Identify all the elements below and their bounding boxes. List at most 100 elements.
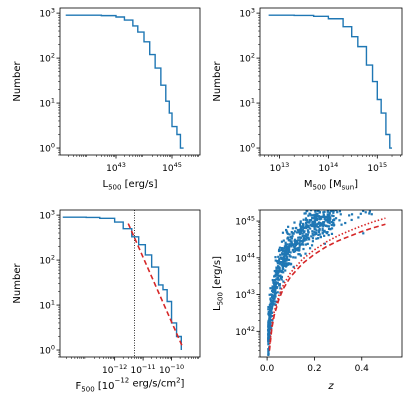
x-tick-label: 1043 bbox=[106, 161, 126, 174]
scatter-point bbox=[271, 319, 274, 322]
scatter-point bbox=[295, 231, 298, 234]
x-tick-label: 1014 bbox=[319, 161, 339, 174]
scatter-point bbox=[282, 263, 285, 266]
scatter-point bbox=[271, 304, 274, 307]
scatter-point bbox=[327, 225, 330, 228]
scatter-point bbox=[298, 232, 302, 236]
scatter-point bbox=[294, 226, 297, 230]
scatter-point bbox=[305, 238, 308, 241]
scatter-point bbox=[293, 221, 296, 224]
scatter-point bbox=[292, 256, 295, 259]
scatter-point bbox=[313, 233, 316, 236]
scatter-point bbox=[317, 210, 320, 213]
scatter-point bbox=[332, 222, 335, 226]
scatter-point bbox=[273, 275, 276, 278]
scatter-point bbox=[311, 222, 314, 225]
scatter-point bbox=[286, 258, 289, 261]
scatter-point bbox=[301, 240, 304, 243]
scatter-point bbox=[328, 215, 331, 218]
scatter-point bbox=[297, 253, 300, 256]
scatter-point bbox=[317, 237, 320, 240]
scatter-point bbox=[318, 228, 321, 232]
scatter-point bbox=[315, 237, 318, 240]
scatter-point bbox=[304, 225, 308, 228]
scatter-point bbox=[273, 278, 277, 282]
scatter-point bbox=[281, 253, 284, 256]
scatter-point bbox=[322, 223, 325, 226]
fit-dashed-line bbox=[268, 223, 386, 351]
scatter-point bbox=[327, 217, 330, 220]
scatter-point bbox=[291, 231, 294, 235]
scatter-point bbox=[274, 291, 277, 294]
scatter-point bbox=[279, 249, 282, 252]
scatter-point bbox=[330, 223, 333, 227]
scatter-point bbox=[309, 212, 312, 216]
scatter-point bbox=[325, 218, 328, 221]
plot-area bbox=[268, 14, 393, 149]
scatter-point bbox=[350, 213, 354, 216]
scatter-point bbox=[277, 265, 280, 268]
scatter-point bbox=[276, 286, 279, 289]
scatter-point bbox=[331, 210, 334, 212]
y-tick-label: 101 bbox=[39, 299, 55, 312]
scatter-point bbox=[296, 241, 299, 245]
scatter-point bbox=[274, 281, 278, 284]
scatter-point bbox=[298, 244, 301, 247]
x-tick-label: 10−12 bbox=[102, 363, 127, 376]
scatter-point bbox=[270, 327, 273, 330]
scatter-point bbox=[326, 210, 329, 213]
y-tick-label: 102 bbox=[239, 52, 255, 65]
scatter-point bbox=[317, 225, 320, 229]
x-axis-label: L500 [erg/s] bbox=[103, 179, 158, 192]
scatter-point bbox=[318, 233, 321, 236]
x-tick-label: 10−11 bbox=[131, 363, 156, 376]
scatter-point bbox=[292, 265, 295, 268]
scatter-point bbox=[329, 216, 332, 220]
scatter-point bbox=[311, 237, 315, 240]
plot-area bbox=[65, 14, 184, 149]
scatter-point bbox=[285, 259, 288, 262]
y-tick-label: 102 bbox=[39, 52, 55, 65]
scatter-point bbox=[317, 215, 320, 218]
scatter-point bbox=[284, 262, 287, 265]
scatter-point bbox=[332, 224, 335, 227]
scatter-point bbox=[321, 227, 324, 230]
scatter-point bbox=[284, 269, 287, 272]
y-axis-label: Number bbox=[12, 61, 23, 102]
scatter-point bbox=[269, 325, 272, 328]
scatter-point bbox=[306, 236, 309, 239]
scatter-point bbox=[269, 315, 272, 318]
scatter-point bbox=[267, 311, 270, 314]
scatter-point bbox=[312, 221, 315, 224]
scatter-point bbox=[329, 210, 332, 212]
scatter-point bbox=[318, 224, 321, 227]
scatter-point bbox=[297, 247, 300, 250]
scatter-point bbox=[313, 226, 316, 229]
scatter-point bbox=[301, 228, 304, 232]
scatter-point bbox=[293, 243, 296, 246]
scatter-point bbox=[290, 245, 293, 248]
scatter-point bbox=[268, 331, 271, 334]
scatter-point bbox=[283, 249, 286, 253]
scatter-point bbox=[270, 314, 273, 318]
scatter-point bbox=[279, 277, 283, 280]
scatter-point bbox=[307, 231, 310, 234]
y-axis-label: L500 [erg/s] bbox=[212, 256, 225, 311]
scatter-point bbox=[310, 244, 314, 247]
scatter-point bbox=[304, 237, 307, 240]
scatter-point bbox=[357, 216, 360, 219]
scatter-point bbox=[322, 224, 325, 228]
scatter-point bbox=[307, 236, 310, 239]
scatter-point bbox=[323, 242, 326, 245]
scatter-point bbox=[322, 221, 326, 224]
scatter-point bbox=[278, 274, 281, 278]
scatter-point bbox=[285, 256, 289, 259]
scatter-point bbox=[313, 220, 316, 223]
y-tick-label: 103 bbox=[39, 209, 55, 222]
scatter-point bbox=[298, 236, 301, 239]
scatter-point bbox=[285, 250, 288, 253]
scatter-point bbox=[310, 214, 313, 217]
scatter-point bbox=[287, 248, 291, 251]
axes-frame bbox=[59, 7, 201, 156]
scatter-point bbox=[317, 233, 320, 236]
